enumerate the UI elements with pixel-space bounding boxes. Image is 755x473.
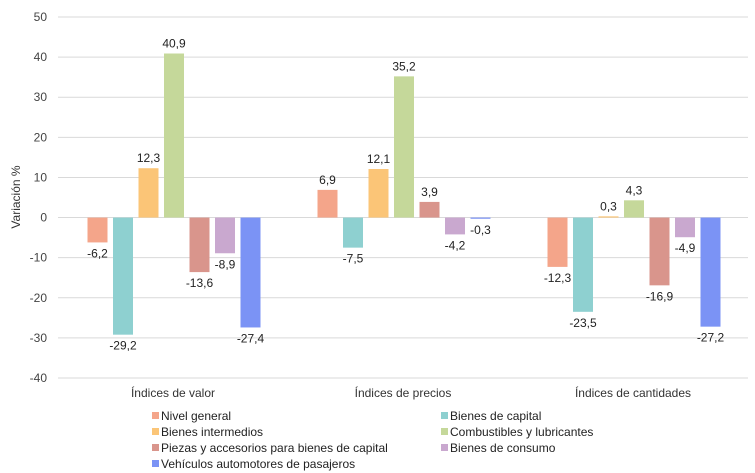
y-axis-label: Variación % xyxy=(9,165,23,228)
y-tick-label: 10 xyxy=(34,170,48,184)
bar xyxy=(573,217,593,312)
bar xyxy=(649,217,670,286)
data-label: -29,2 xyxy=(109,339,137,353)
legend-label: Bienes de consumo xyxy=(450,441,556,455)
bar xyxy=(240,217,261,328)
category-label: Índices de cantidades xyxy=(575,385,691,400)
bar xyxy=(470,217,491,219)
bar xyxy=(87,217,108,243)
bar xyxy=(164,53,184,218)
data-label: -6,2 xyxy=(87,246,108,260)
bar xyxy=(624,200,644,218)
data-label: 6,9 xyxy=(319,173,336,187)
data-label: 35,2 xyxy=(392,59,416,73)
y-tick-label: -10 xyxy=(30,251,48,265)
data-label: 4,3 xyxy=(626,183,643,197)
legend-label: Bienes de capital xyxy=(450,409,541,423)
data-label: -12,3 xyxy=(544,271,572,285)
bar xyxy=(394,76,414,218)
y-tick-label: -30 xyxy=(30,331,48,345)
data-label: 12,3 xyxy=(137,151,161,165)
legend-swatch xyxy=(152,460,159,467)
legend-label: Piezas y accesorios para bienes de capit… xyxy=(161,441,388,455)
bar xyxy=(189,217,210,273)
legend-swatch xyxy=(441,444,448,451)
data-label: -13,6 xyxy=(186,276,214,290)
data-label: -27,2 xyxy=(697,331,725,345)
legend-swatch xyxy=(441,428,448,435)
y-tick-labels: -40 -30 -20 -10 0 10 20 30 40 50 xyxy=(30,10,48,385)
bar xyxy=(419,201,440,218)
data-labels: -6,2 -29,2 12,3 40,9 -13,6-8,9 -27,4 6,9 -7,5 12… xyxy=(87,37,724,353)
y-tick-label: 40 xyxy=(34,50,48,64)
bar xyxy=(547,217,568,267)
y-tick-label: 30 xyxy=(34,90,48,104)
legend-label: Vehículos automotores de pasajeros xyxy=(161,457,355,471)
bar xyxy=(113,217,133,335)
y-tick-label: -40 xyxy=(30,371,48,385)
data-label: -0,3 xyxy=(470,223,491,237)
data-label: -7,5 xyxy=(343,252,364,266)
legend-swatch xyxy=(441,412,448,419)
data-label: -23,5 xyxy=(569,316,597,330)
bar xyxy=(675,217,695,238)
y-tick-label: -20 xyxy=(30,291,48,305)
legend-swatch xyxy=(152,412,159,419)
data-label: -4,2 xyxy=(445,238,466,252)
bar xyxy=(317,189,338,218)
data-label: -16,9 xyxy=(646,289,674,303)
legend-swatch xyxy=(152,444,159,451)
bars xyxy=(87,53,721,335)
category-label: Índices de precios xyxy=(355,385,452,400)
legend-label: Combustibles y lubricantes xyxy=(450,425,593,439)
legend-label: Nivel general xyxy=(161,409,231,423)
bar xyxy=(215,217,235,254)
bar xyxy=(700,217,721,327)
bar xyxy=(368,169,389,218)
bar xyxy=(138,168,159,218)
legend-label: Bienes intermedios xyxy=(161,425,263,439)
data-label: 0,3 xyxy=(600,199,617,213)
bar xyxy=(598,216,619,218)
data-label: -27,4 xyxy=(237,331,265,345)
data-label: 3,9 xyxy=(421,185,438,199)
y-tick-label: 0 xyxy=(40,211,47,225)
bar xyxy=(445,217,465,235)
legend-swatch xyxy=(152,428,159,435)
y-tick-label: 20 xyxy=(34,130,48,144)
category-labels: Índices de valor Índices de precios Índice… xyxy=(131,385,691,400)
category-label: Índices de valor xyxy=(131,385,215,400)
legend: Nivel general Bienes de capital Bienes int… xyxy=(152,409,593,471)
data-label: 40,9 xyxy=(162,37,186,51)
bar xyxy=(343,217,363,248)
y-tick-label: 50 xyxy=(34,10,48,24)
data-label: -4,9 xyxy=(675,241,696,255)
data-label: 12,1 xyxy=(367,152,391,166)
data-label: -8,9 xyxy=(215,257,236,271)
